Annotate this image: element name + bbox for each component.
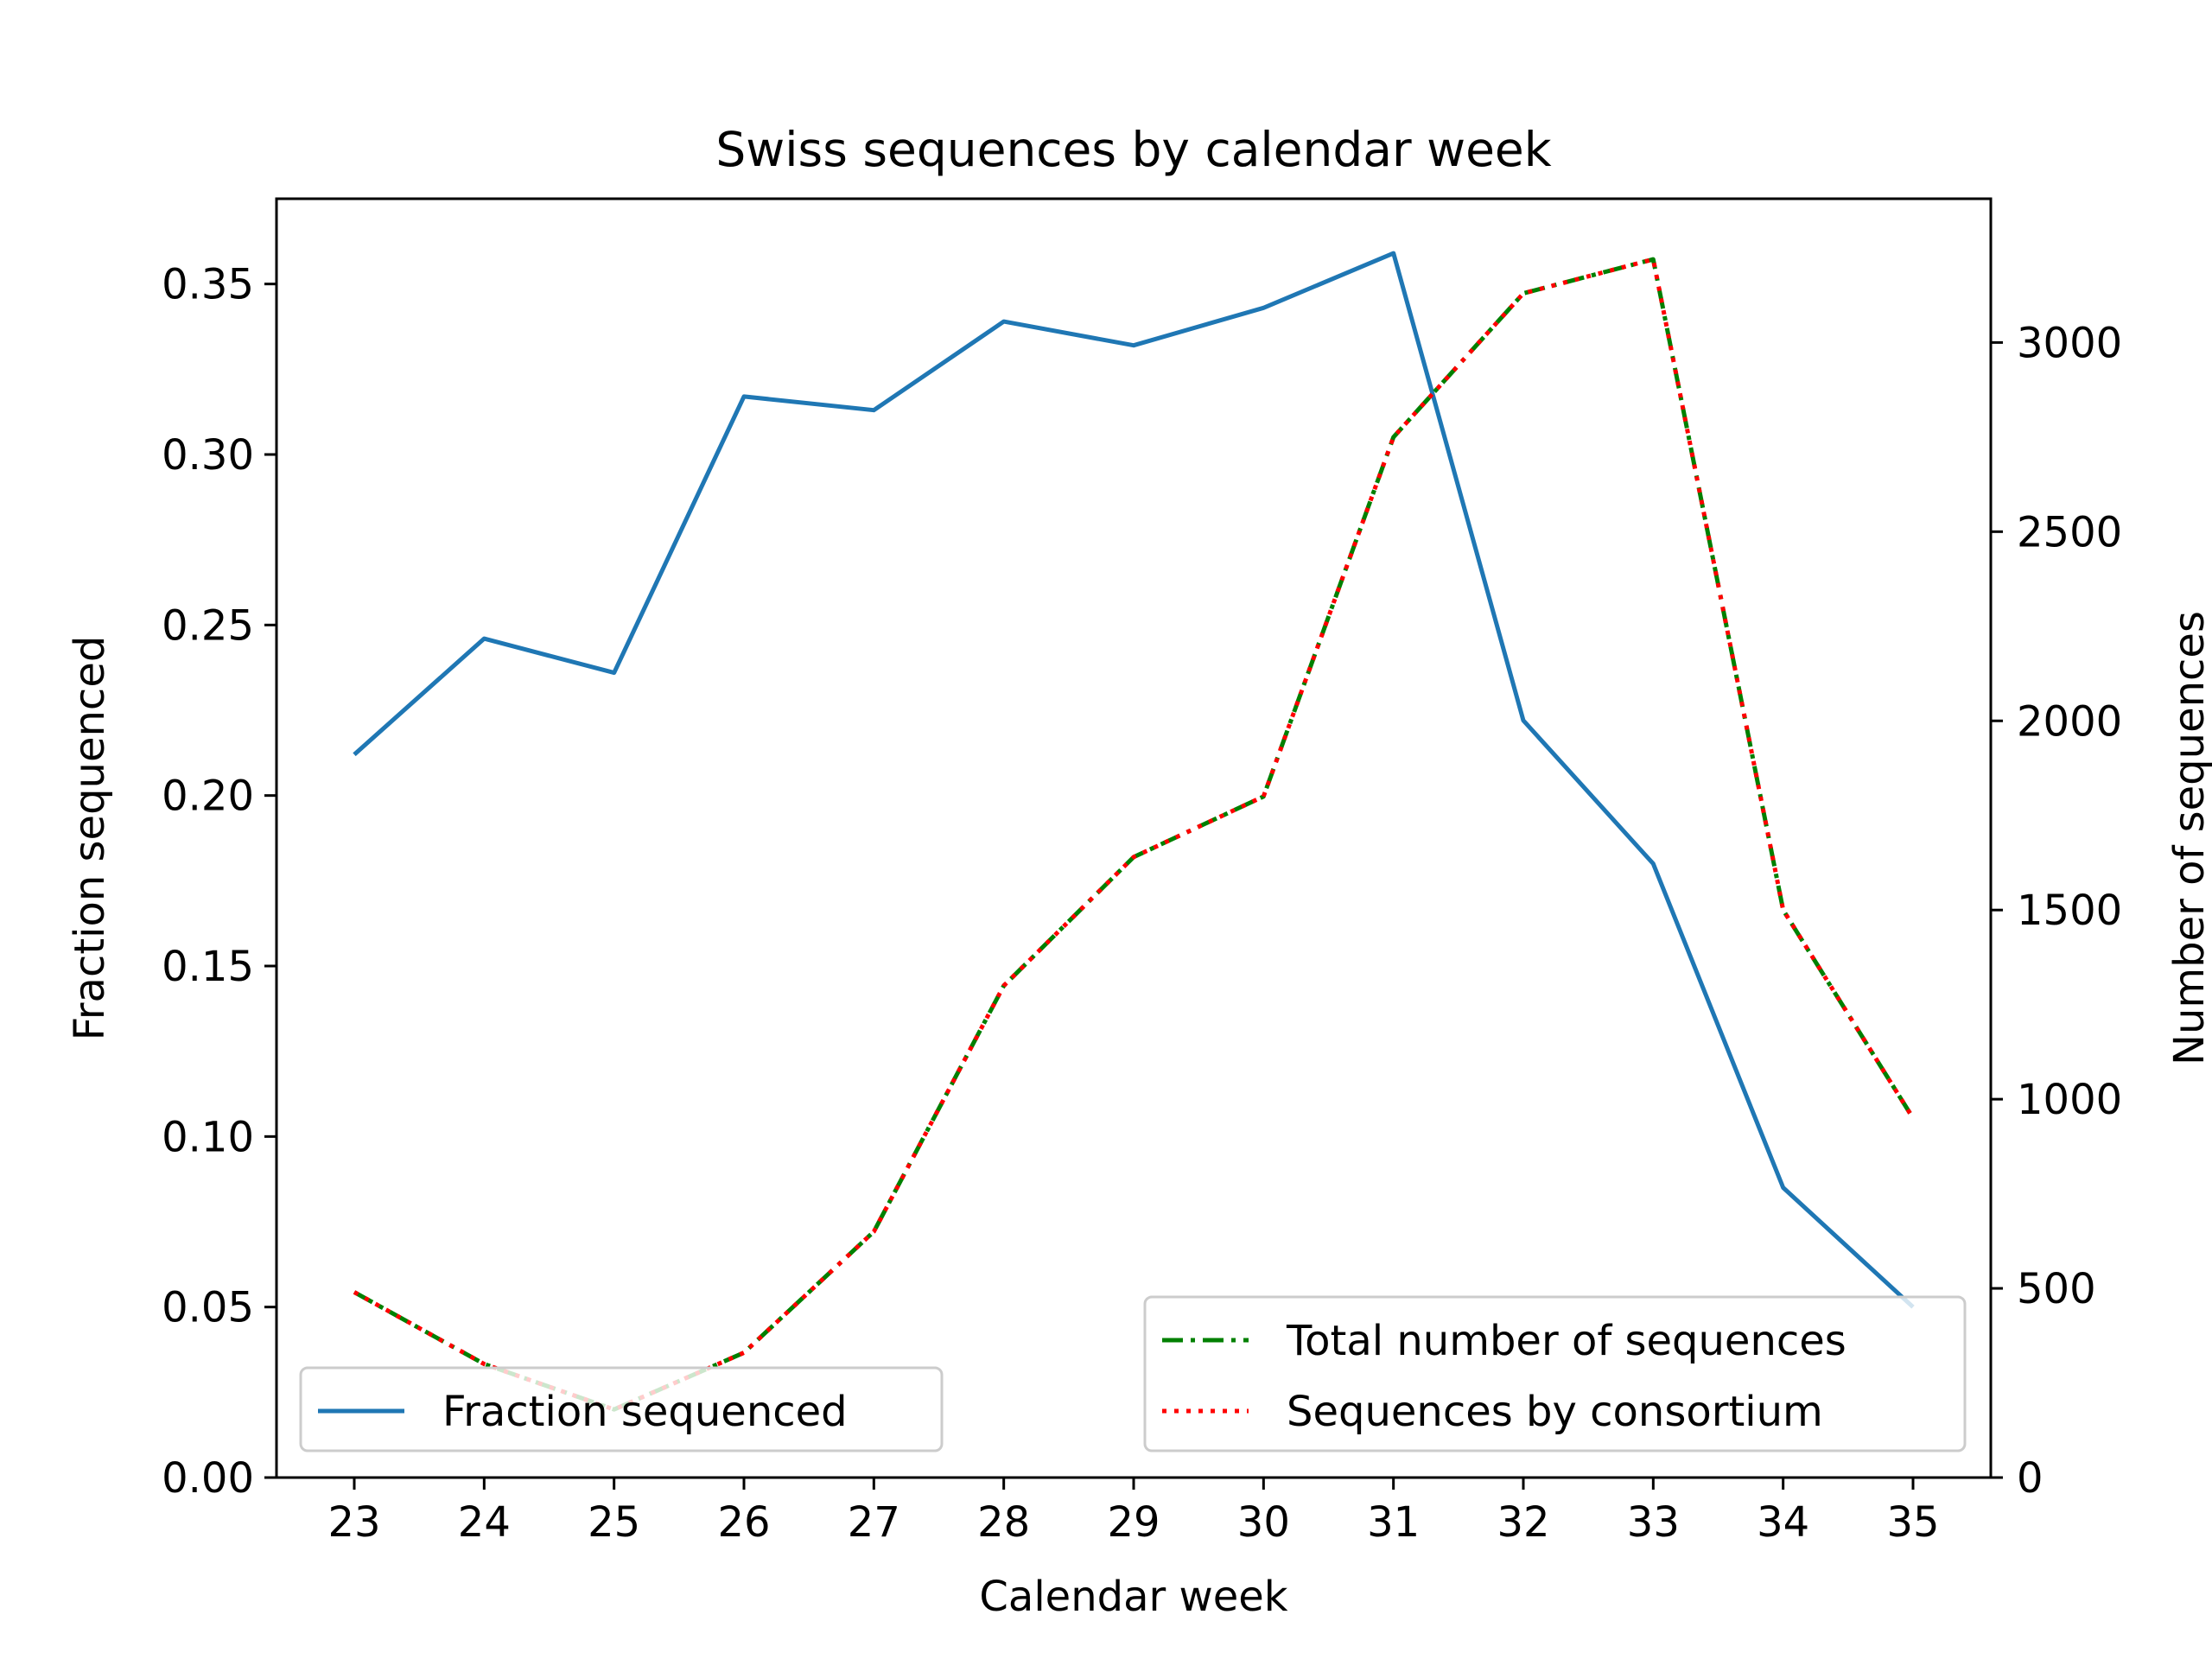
legend-left: Fraction sequenced [299, 1366, 944, 1452]
y-right-tick-label: 2000 [2017, 697, 2122, 746]
y-axis-left-label: Fraction sequenced [66, 636, 114, 1041]
y-left-tick-label: 0.35 [162, 261, 254, 309]
y-left-tick-label: 0.10 [162, 1113, 254, 1161]
x-tick-label: 23 [327, 1498, 380, 1547]
legend-label: Fraction sequenced [442, 1388, 848, 1436]
y-left-tick-label: 0.30 [162, 431, 254, 480]
y-right-tick-label: 1000 [2017, 1076, 2122, 1124]
x-tick-label: 27 [848, 1498, 900, 1547]
legend-right: Total number of sequences Sequences by co… [1143, 1295, 1967, 1452]
legend-frame [299, 1366, 944, 1452]
x-tick-label: 33 [1627, 1498, 1680, 1547]
y-left-tick-label: 0.25 [162, 601, 254, 650]
x-tick-label: 35 [1886, 1498, 1939, 1547]
x-axis: 23 24 25 26 27 28 29 30 31 32 33 34 35 [327, 1478, 1940, 1547]
legend-label: Total number of sequences [1286, 1317, 1847, 1365]
y-right-tick-label: 500 [2017, 1265, 2096, 1313]
x-tick-label: 28 [977, 1498, 1030, 1547]
x-tick-label: 25 [588, 1498, 640, 1547]
x-tick-label: 26 [717, 1498, 770, 1547]
y-right-tick-label: 3000 [2017, 319, 2122, 367]
x-axis-label: Calendar week [979, 1573, 1287, 1621]
y-left-tick-label: 0.20 [162, 772, 254, 821]
y-left-tick-label: 0.00 [162, 1454, 254, 1503]
x-tick-label: 32 [1497, 1498, 1549, 1547]
y-left-tick-label: 0.15 [162, 943, 254, 991]
x-tick-label: 29 [1107, 1498, 1160, 1547]
x-tick-label: 30 [1237, 1498, 1290, 1547]
x-tick-label: 34 [1757, 1498, 1809, 1547]
y-axis-left: 0.00 0.05 0.10 0.15 0.20 0.25 0.30 0.35 [162, 261, 276, 1503]
y-right-tick-label: 2500 [2017, 508, 2122, 556]
legend-label: Sequences by consortium [1287, 1388, 1823, 1436]
x-tick-label: 24 [458, 1498, 511, 1547]
legends: Fraction sequenced Total number of sequen… [299, 1295, 1967, 1452]
y-axis-right-label: Number of sequences [2165, 611, 2212, 1065]
y-axis-right: 0 500 1000 1500 2000 2500 3000 [1991, 319, 2122, 1503]
legend-frame [1143, 1295, 1967, 1452]
y-right-tick-label: 0 [2017, 1454, 2044, 1503]
y-right-tick-label: 1500 [2017, 887, 2122, 935]
chart-title: Swiss sequences by calendar week [715, 122, 1551, 177]
y-left-tick-label: 0.05 [162, 1284, 254, 1332]
x-tick-label: 31 [1367, 1498, 1420, 1547]
